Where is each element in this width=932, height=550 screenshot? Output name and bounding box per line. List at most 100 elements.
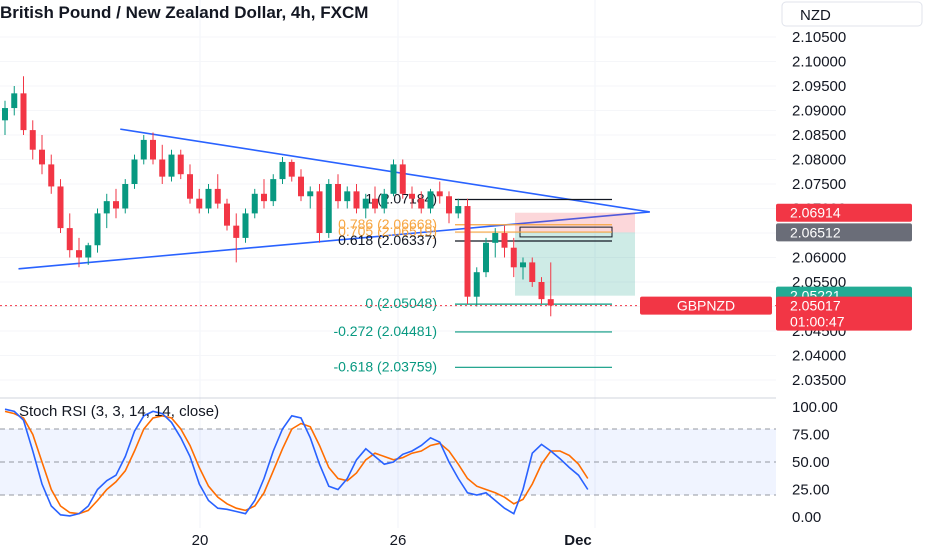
candle-body: [94, 213, 101, 246]
price-tick-label: 2.06000: [792, 250, 846, 267]
price-tick-label: 2.09500: [792, 78, 846, 95]
candle-body: [140, 139, 147, 160]
fib-level-label: 0.618 (2.06337): [338, 232, 437, 248]
position-stop-zone: [515, 212, 635, 233]
symbol-tag-box: [640, 296, 772, 315]
candle-body: [344, 191, 351, 202]
candle-body: [187, 174, 193, 199]
candle-body: [103, 201, 110, 214]
candle-body: [242, 213, 249, 238]
stoch-rsi-title: Stoch RSI (3, 3, 14, 14, close): [19, 403, 219, 420]
current-price-tag-box: [776, 296, 912, 331]
candle-body: [510, 247, 517, 268]
price-tag-label: 2.06914: [790, 205, 841, 221]
candle-body: [261, 193, 267, 202]
price-tick-label: 2.10500: [792, 29, 846, 46]
currency-button-label[interactable]: NZD: [800, 7, 831, 24]
candle-body: [20, 93, 27, 131]
price-tick-label: 2.04000: [792, 348, 846, 365]
candle-body: [85, 245, 92, 258]
candle-body: [66, 228, 73, 251]
price-tick-label: 2.08000: [792, 152, 846, 169]
candle-body: [473, 272, 480, 297]
candle-body: [288, 161, 295, 177]
candle-body: [547, 299, 554, 306]
chart-title: British Pound / New Zealand Dollar, 4h, …: [0, 3, 368, 22]
price-tag-label: 2.06512: [790, 224, 841, 240]
currency-button[interactable]: NZD: [781, 1, 923, 27]
candle-body: [520, 262, 526, 268]
candle-body: [446, 196, 452, 214]
candle-body: [307, 191, 314, 197]
fib-level-label: 0.705 (2.06519): [338, 223, 437, 239]
candle-body: [2, 108, 8, 121]
stoch-rsi-tick-label: 50.00: [792, 454, 830, 471]
candle-body: [492, 233, 499, 243]
candle-body: [418, 198, 425, 209]
candle-body: [390, 164, 397, 194]
candle-body: [464, 206, 471, 297]
bar-countdown-label: 01:00:47: [790, 314, 845, 330]
candle-body: [316, 191, 323, 233]
candle-body: [270, 179, 277, 202]
stoch-rsi-pane: [0, 408, 776, 517]
candle-body: [335, 184, 341, 202]
stoch-rsi-k-line: [4, 408, 589, 517]
candle-body: [233, 225, 240, 238]
price-tick-label: 2.09000: [792, 103, 846, 120]
current-price-label: 2.05017: [790, 298, 841, 314]
candle-body: [196, 198, 203, 209]
time-tick-label: 26: [390, 532, 407, 549]
candle-body: [353, 191, 360, 209]
fib-level-label: -0.272 (2.04481): [333, 323, 437, 339]
candle-body: [57, 186, 64, 229]
stoch-rsi-tick-label: 0.00: [792, 509, 821, 526]
candle-body: [224, 203, 230, 226]
candle-body: [39, 149, 45, 165]
time-tick-label: Dec: [564, 532, 592, 549]
candle-body: [29, 130, 36, 150]
price-tag-box: [776, 223, 912, 242]
candle-body: [298, 176, 304, 197]
stoch-rsi-tick-label: 25.00: [792, 482, 830, 499]
candle-body: [372, 198, 378, 209]
candle-body: [483, 242, 489, 273]
candle-body: [455, 206, 462, 214]
candlestick-series: [2, 76, 554, 317]
candle-body: [279, 161, 286, 180]
price-tick-label: 2.08500: [792, 127, 846, 144]
candle-body: [436, 191, 443, 197]
candle-body: [325, 184, 332, 233]
candle-body: [427, 191, 434, 209]
candle-body: [362, 198, 369, 209]
price-tick-label: 2.07500: [792, 176, 846, 193]
candle-body: [159, 159, 166, 177]
stoch-rsi-tick-label: 75.00: [792, 427, 830, 444]
price-tick-label: 2.03500: [792, 372, 846, 389]
candle-body: [76, 250, 82, 258]
grid-lines: [199, 0, 596, 528]
symbol-tag-label: GBPNZD: [677, 298, 735, 314]
short-position-tool[interactable]: [515, 212, 635, 296]
price-tag-box: [776, 203, 912, 222]
candle-body: [205, 188, 212, 209]
trendline: [18, 211, 650, 270]
candle-body: [529, 262, 536, 282]
candle-body: [11, 93, 18, 109]
candle-body: [501, 233, 508, 248]
currency-button-frame[interactable]: [781, 1, 923, 27]
candle-body: [122, 184, 129, 209]
time-axis[interactable]: 20 26 Dec: [192, 532, 592, 549]
candle-body: [131, 159, 138, 184]
time-tick-label: 20: [192, 532, 209, 549]
candle-body: [168, 154, 175, 177]
candle-body: [409, 193, 415, 199]
candle-body: [48, 164, 55, 187]
candle-body: [113, 201, 119, 209]
candle-body: [538, 282, 545, 300]
fib-level-label: 0.786 (2.06668): [338, 216, 437, 232]
stoch-rsi-axis[interactable]: 100.00 75.00 50.00 25.00 0.00: [792, 399, 838, 526]
candle-body: [214, 188, 221, 204]
